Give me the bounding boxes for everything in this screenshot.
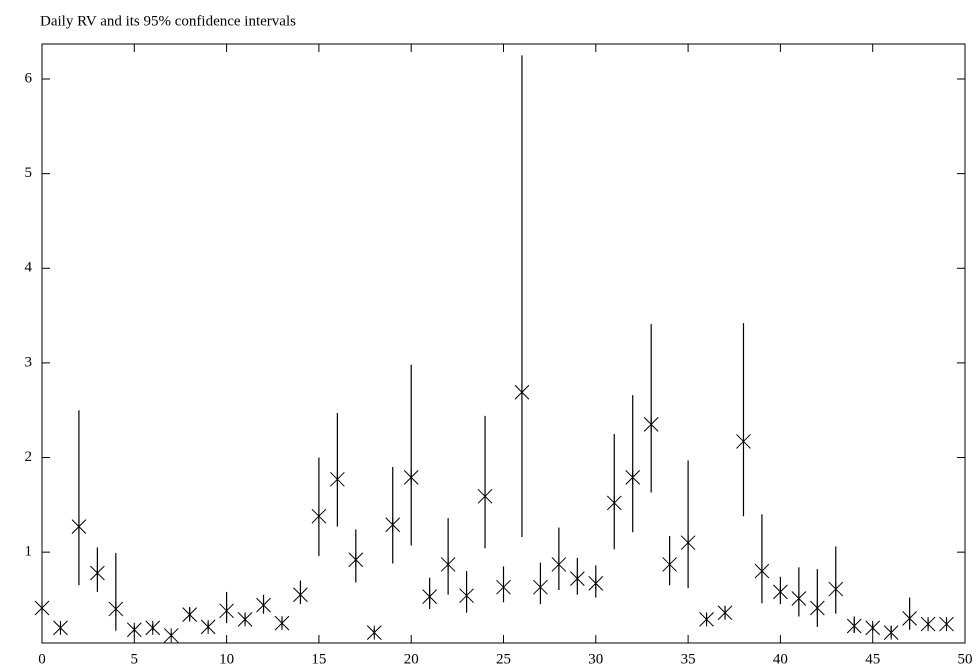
marker — [145, 620, 161, 636]
marker — [440, 557, 456, 572]
marker — [699, 611, 714, 627]
marker — [736, 434, 751, 449]
x-tick-label: 0 — [38, 651, 46, 667]
y-tick-label: 3 — [25, 354, 33, 370]
marker — [330, 471, 345, 487]
marker — [754, 563, 770, 579]
marker — [256, 597, 271, 613]
marker — [108, 601, 124, 617]
marker — [385, 517, 401, 533]
y-tick-label: 5 — [25, 165, 33, 181]
marker — [680, 535, 696, 551]
marker — [588, 576, 604, 591]
marker — [496, 579, 511, 595]
x-tick-label: 45 — [865, 651, 880, 667]
marker — [846, 618, 862, 634]
marker — [939, 616, 954, 632]
marker — [773, 584, 788, 600]
marker — [293, 587, 308, 603]
marker — [348, 552, 364, 568]
marker — [311, 508, 327, 524]
plot-frame — [41, 43, 966, 644]
x-tick-label: 10 — [219, 651, 234, 667]
marker — [514, 384, 530, 400]
x-tick-label: 20 — [404, 651, 419, 667]
marker — [883, 625, 899, 640]
marker — [625, 470, 641, 485]
marker — [459, 588, 474, 604]
marker — [219, 603, 234, 619]
marker — [90, 565, 105, 581]
marker — [606, 495, 622, 511]
marker — [662, 557, 677, 572]
x-tick-label: 30 — [588, 651, 603, 667]
marker — [200, 619, 216, 635]
marker — [34, 600, 50, 616]
marker — [551, 557, 567, 572]
y-tick-label: 6 — [25, 70, 33, 86]
marker — [717, 605, 733, 621]
x-tick-label: 35 — [681, 651, 696, 667]
marker — [126, 622, 142, 638]
x-tick-label: 40 — [773, 651, 788, 667]
marker — [809, 600, 825, 616]
marker — [403, 470, 419, 485]
y-tick-label: 4 — [25, 260, 33, 276]
y-tick-label: 2 — [25, 449, 33, 465]
x-tick-label: 50 — [958, 651, 973, 667]
chart-title: Daily RV and its 95% confidence interval… — [40, 13, 296, 29]
y-tick-label: 1 — [25, 544, 33, 560]
marker — [791, 591, 807, 606]
marker — [237, 611, 253, 627]
marker — [422, 589, 438, 604]
marker — [902, 611, 917, 626]
marker — [71, 519, 87, 534]
x-tick-label: 15 — [311, 651, 326, 667]
marker — [366, 625, 382, 640]
marker — [163, 628, 179, 643]
marker — [643, 417, 659, 432]
marker — [569, 571, 585, 587]
marker — [920, 616, 936, 632]
x-tick-label: 5 — [131, 651, 139, 667]
marker — [274, 615, 290, 631]
marker — [865, 620, 881, 636]
marker — [477, 488, 493, 504]
marker — [828, 581, 844, 597]
marker — [533, 579, 548, 595]
x-tick-label: 25 — [496, 651, 511, 667]
marker — [182, 607, 198, 622]
marker — [53, 620, 68, 636]
